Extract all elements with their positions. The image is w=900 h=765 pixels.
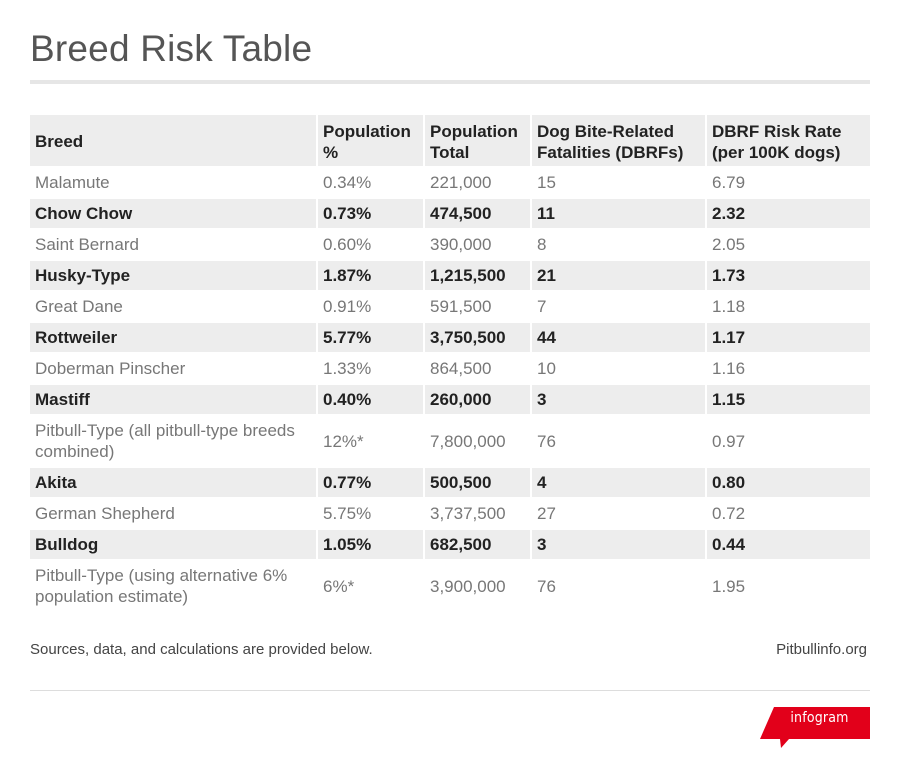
infogram-logo-text: infogram <box>790 710 849 726</box>
breed-cell: Saint Bernard <box>30 230 318 261</box>
value-cell: 27 <box>532 499 707 530</box>
value-cell: 21 <box>532 261 707 292</box>
sources-note: Sources, data, and calculations are prov… <box>30 641 373 658</box>
value-cell: 1.17 <box>707 323 870 354</box>
value-cell: 6.79 <box>707 168 870 199</box>
bottom-divider <box>30 690 870 691</box>
table-row: Mastiff 0.40% 260,000 3 1.15 <box>30 385 870 416</box>
value-cell: 2.32 <box>707 199 870 230</box>
value-cell: 2.05 <box>707 230 870 261</box>
value-cell: 682,500 <box>425 530 532 561</box>
value-cell: 0.73% <box>318 199 425 230</box>
breed-cell: Great Dane <box>30 292 318 323</box>
breed-cell: Husky-Type <box>30 261 318 292</box>
value-cell: 3 <box>532 385 707 416</box>
column-header: DBRF Risk Rate (per 100K dogs) <box>707 115 870 168</box>
value-cell: 7 <box>532 292 707 323</box>
table-row: Doberman Pinscher 1.33% 864,500 10 1.16 <box>30 354 870 385</box>
infogram-logo-badge[interactable] <box>760 707 870 749</box>
breed-cell: German Shepherd <box>30 499 318 530</box>
value-cell: 15 <box>532 168 707 199</box>
value-cell: 0.80 <box>707 468 870 499</box>
breed-cell: Akita <box>30 468 318 499</box>
value-cell: 864,500 <box>425 354 532 385</box>
value-cell: 4 <box>532 468 707 499</box>
value-cell: 3,900,000 <box>425 561 532 613</box>
column-header: Breed <box>30 115 318 168</box>
value-cell: 0.40% <box>318 385 425 416</box>
value-cell: 3,750,500 <box>425 323 532 354</box>
table-row: Malamute 0.34% 221,000 15 6.79 <box>30 168 870 199</box>
breed-risk-table: Breed Population % Population Total Dog Bit… <box>30 115 870 613</box>
breed-cell: Rottweiler <box>30 323 318 354</box>
value-cell: 5.75% <box>318 499 425 530</box>
header-row: Breed Population % Population Total Dog Bit… <box>30 115 870 168</box>
value-cell: 1.87% <box>318 261 425 292</box>
infogram-logo-shape <box>760 707 870 748</box>
value-cell: 1.33% <box>318 354 425 385</box>
column-header: Dog Bite-Related Fatalities (DBRFs) <box>532 115 707 168</box>
value-cell: 5.77% <box>318 323 425 354</box>
table-row: Saint Bernard 0.60% 390,000 8 2.05 <box>30 230 870 261</box>
value-cell: 76 <box>532 416 707 468</box>
column-header: Population Total <box>425 115 532 168</box>
value-cell: 0.60% <box>318 230 425 261</box>
value-cell: 1.16 <box>707 354 870 385</box>
value-cell: 591,500 <box>425 292 532 323</box>
value-cell: 1,215,500 <box>425 261 532 292</box>
title-divider <box>30 80 870 84</box>
breed-cell: Pitbull-Type (using alternative 6% popul… <box>30 561 318 613</box>
table-row: Great Dane 0.91% 591,500 7 1.18 <box>30 292 870 323</box>
breed-cell: Doberman Pinscher <box>30 354 318 385</box>
value-cell: 0.91% <box>318 292 425 323</box>
breed-cell: Chow Chow <box>30 199 318 230</box>
value-cell: 1.18 <box>707 292 870 323</box>
value-cell: 44 <box>532 323 707 354</box>
value-cell: 3,737,500 <box>425 499 532 530</box>
source-link[interactable]: Pitbullinfo.org <box>776 641 867 658</box>
value-cell: 1.05% <box>318 530 425 561</box>
table-header: Breed Population % Population Total Dog Bit… <box>30 115 870 168</box>
table-row: Chow Chow 0.73% 474,500 11 2.32 <box>30 199 870 230</box>
value-cell: 12%* <box>318 416 425 468</box>
table-body: Malamute 0.34% 221,000 15 6.79 Chow Chow 0.73%… <box>30 168 870 613</box>
value-cell: 500,500 <box>425 468 532 499</box>
page-title: Breed Risk Table <box>30 28 313 69</box>
breed-cell: Bulldog <box>30 530 318 561</box>
value-cell: 1.95 <box>707 561 870 613</box>
value-cell: 7,800,000 <box>425 416 532 468</box>
table-row: Pitbull-Type (all pitbull-type breeds co… <box>30 416 870 468</box>
table-row: Bulldog 1.05% 682,500 3 0.44 <box>30 530 870 561</box>
breed-cell: Pitbull-Type (all pitbull-type breeds co… <box>30 416 318 468</box>
breed-cell: Malamute <box>30 168 318 199</box>
table-row: Pitbull-Type (using alternative 6% popul… <box>30 561 870 613</box>
value-cell: 1.15 <box>707 385 870 416</box>
value-cell: 0.44 <box>707 530 870 561</box>
value-cell: 6%* <box>318 561 425 613</box>
value-cell: 76 <box>532 561 707 613</box>
value-cell: 0.77% <box>318 468 425 499</box>
table-row: German Shepherd 5.75% 3,737,500 27 0.72 <box>30 499 870 530</box>
value-cell: 474,500 <box>425 199 532 230</box>
table-row: Rottweiler 5.77% 3,750,500 44 1.17 <box>30 323 870 354</box>
value-cell: 260,000 <box>425 385 532 416</box>
value-cell: 3 <box>532 530 707 561</box>
value-cell: 11 <box>532 199 707 230</box>
table-row: Akita 0.77% 500,500 4 0.80 <box>30 468 870 499</box>
value-cell: 8 <box>532 230 707 261</box>
breed-cell: Mastiff <box>30 385 318 416</box>
value-cell: 0.34% <box>318 168 425 199</box>
value-cell: 0.72 <box>707 499 870 530</box>
value-cell: 0.97 <box>707 416 870 468</box>
column-header: Population % <box>318 115 425 168</box>
value-cell: 221,000 <box>425 168 532 199</box>
value-cell: 1.73 <box>707 261 870 292</box>
value-cell: 390,000 <box>425 230 532 261</box>
value-cell: 10 <box>532 354 707 385</box>
table-row: Husky-Type 1.87% 1,215,500 21 1.73 <box>30 261 870 292</box>
